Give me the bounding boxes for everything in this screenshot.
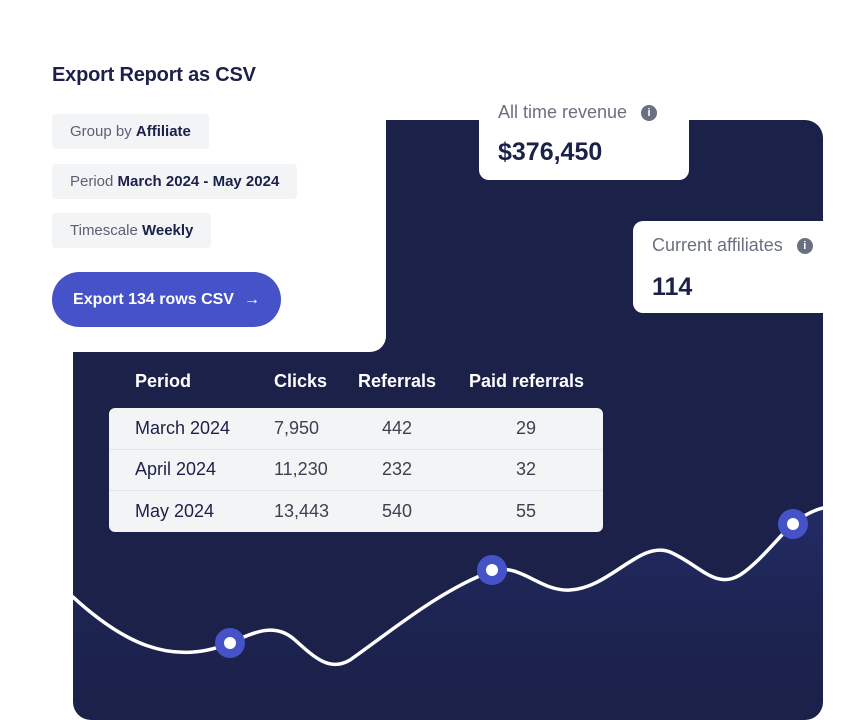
cell-clicks: 11,230 bbox=[274, 459, 328, 479]
group-by-label: Group by bbox=[70, 123, 132, 140]
cell-period: March 2024 bbox=[135, 418, 231, 438]
group-by-chip[interactable]: Group by Affiliate bbox=[52, 114, 209, 149]
table-row: May 2024 13,443 540 55 bbox=[109, 491, 603, 532]
cell-paid-referrals: 29 bbox=[516, 418, 537, 438]
timescale-label: Timescale bbox=[70, 222, 138, 239]
chart-point[interactable] bbox=[778, 509, 808, 539]
export-csv-button[interactable]: Export 134 rows CSV → bbox=[52, 272, 281, 327]
revenue-label-row: All time revenue i bbox=[498, 102, 658, 123]
export-report-card: Export Report as CSV Group by Affiliate … bbox=[0, 0, 386, 352]
affiliates-label: Current affiliates bbox=[652, 235, 783, 255]
affiliates-label-row: Current affiliates i bbox=[652, 235, 813, 256]
export-button-label: Export 134 rows CSV bbox=[73, 290, 234, 308]
period-chip[interactable]: Period March 2024 - May 2024 bbox=[52, 164, 298, 199]
revenue-label: All time revenue bbox=[498, 102, 628, 122]
cell-paid-referrals: 55 bbox=[516, 501, 537, 521]
period-value: March 2024 - May 2024 bbox=[117, 173, 280, 190]
info-icon[interactable]: i bbox=[641, 104, 658, 121]
group-by-value: Affiliate bbox=[135, 123, 191, 140]
cell-period: May 2024 bbox=[135, 501, 215, 521]
arrow-right-icon: → bbox=[243, 290, 260, 308]
cell-clicks: 13,443 bbox=[274, 501, 330, 521]
column-header-paid-referrals: Paid referrals bbox=[469, 371, 585, 391]
report-table: March 2024 7,950 442 29 April 2024 11,23… bbox=[109, 408, 603, 532]
cell-referrals: 442 bbox=[382, 418, 413, 438]
table-row: March 2024 7,950 442 29 bbox=[109, 408, 603, 450]
column-header-clicks: Clicks bbox=[274, 371, 328, 391]
trend-area bbox=[73, 508, 823, 720]
cell-paid-referrals: 32 bbox=[516, 459, 537, 479]
revenue-card: All time revenue i $376,450 bbox=[479, 92, 689, 180]
chart-point[interactable] bbox=[215, 628, 245, 658]
affiliates-card: Current affiliates i 114 bbox=[633, 221, 823, 313]
cell-period: April 2024 bbox=[135, 459, 217, 479]
column-header-period: Period bbox=[135, 371, 192, 391]
cell-referrals: 232 bbox=[382, 459, 413, 479]
cell-referrals: 540 bbox=[382, 501, 413, 521]
affiliates-value: 114 bbox=[652, 273, 693, 301]
chart-point[interactable] bbox=[477, 555, 507, 585]
period-label: Period bbox=[70, 173, 114, 190]
timescale-value: Weekly bbox=[141, 222, 194, 239]
export-title: Export Report as CSV bbox=[52, 64, 256, 86]
info-icon[interactable]: i bbox=[796, 237, 813, 254]
revenue-value: $376,450 bbox=[498, 138, 603, 166]
column-header-referrals: Referrals bbox=[358, 371, 437, 391]
table-row: April 2024 11,230 232 32 bbox=[109, 449, 603, 491]
cell-clicks: 7,950 bbox=[274, 418, 320, 438]
timescale-chip[interactable]: Timescale Weekly bbox=[52, 213, 212, 248]
